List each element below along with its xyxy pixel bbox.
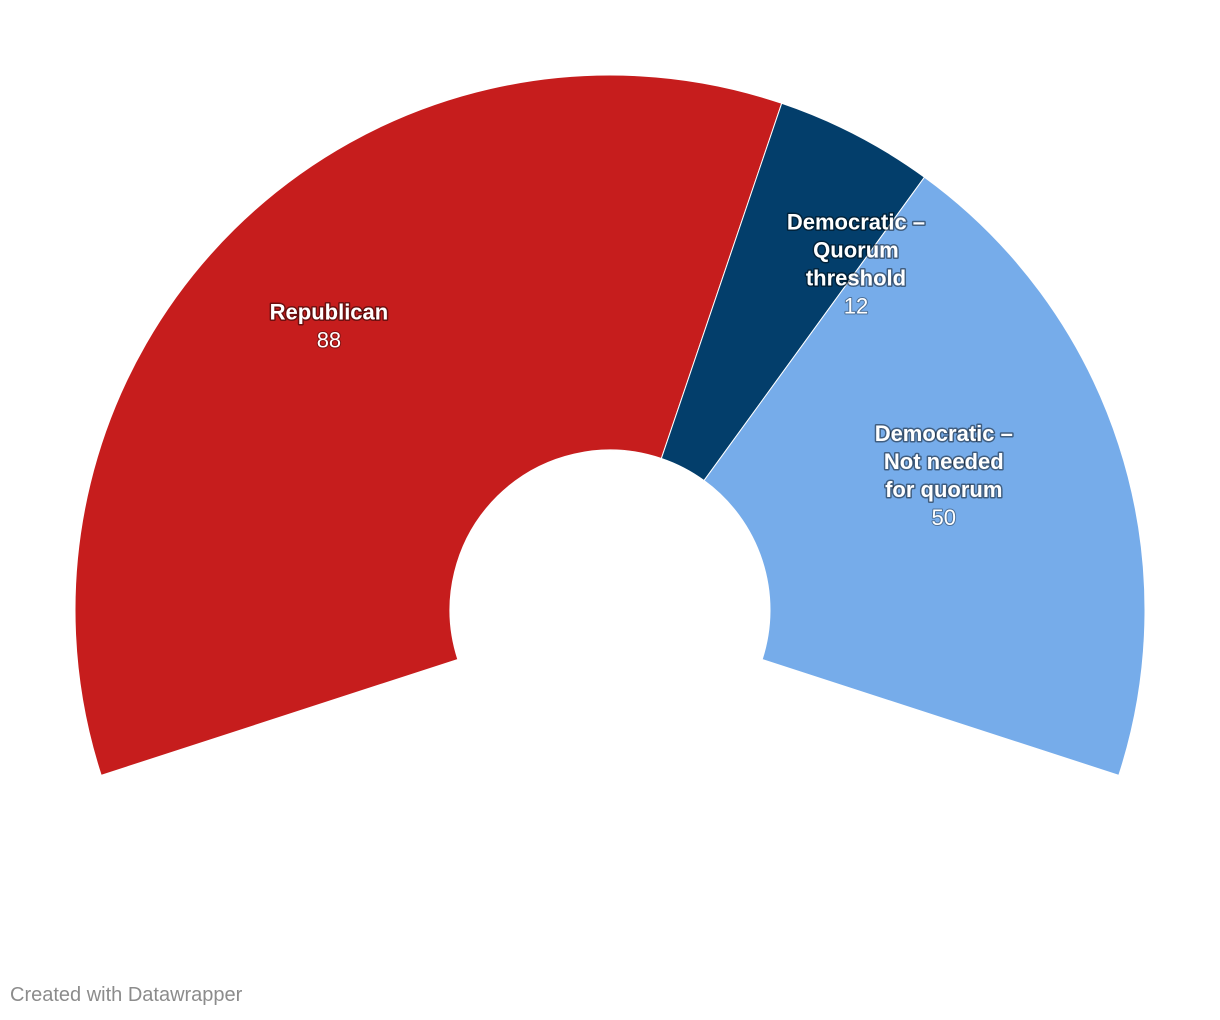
slice-label-0-line-0: Republican [270,299,389,324]
slice-label-2-line-2: for quorum [885,477,1002,502]
slice-0 [74,74,783,776]
slice-value-0: 88 [317,327,341,352]
chart-labels: Republican 88 Democratic – Quorum threshold 1… [268,208,1014,531]
slice-value-1: 12 [844,293,868,318]
slice-label-1-line-0: Democratic – [787,209,925,234]
slice-2 [703,176,1146,776]
footer-credit: Created with Datawrapper [10,984,243,1006]
chart-slices [74,74,1146,776]
slice-label-1-line-1: Quorum [813,237,899,262]
slice-value-2: 50 [932,505,956,530]
slice-label-1-line-2: threshold [806,265,906,290]
slice-label-2-line-1: Not needed [884,449,1004,474]
slice-label-2-line-0: Democratic – [875,421,1013,446]
